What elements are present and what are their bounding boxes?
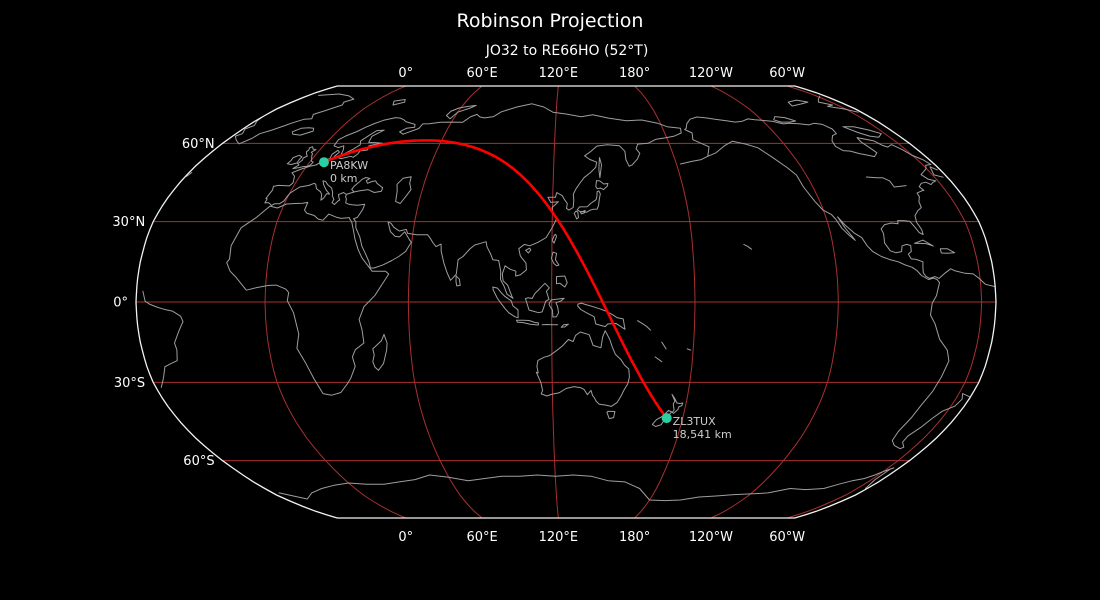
great-circle-path xyxy=(322,139,668,420)
marker-callsign: ZL3TUX xyxy=(673,415,716,428)
x-tick-label-bottom: 60°W xyxy=(769,530,805,545)
subtitle: JO32 to RE66HO (52°T) xyxy=(485,43,649,59)
map-boundary xyxy=(135,85,997,519)
page-title: Robinson Projection xyxy=(456,10,644,32)
y-tick-label: 60°S xyxy=(183,454,214,469)
y-tick-label: 60°N xyxy=(182,137,215,152)
marker-callsign: PA8KW xyxy=(330,159,368,172)
marker-distance: 18,541 km xyxy=(673,428,732,441)
x-tick-label-bottom: 120°W xyxy=(689,530,733,545)
y-tick-label: 30°N xyxy=(112,215,145,230)
x-tick-label-top: 120°E xyxy=(539,66,579,81)
x-tick-label-bottom: 0° xyxy=(398,530,413,545)
x-tick-label-bottom: 60°E xyxy=(466,530,497,545)
station-marker xyxy=(318,157,329,168)
station-marker xyxy=(661,413,672,424)
x-tick-label-top: 120°W xyxy=(689,66,733,81)
coastlines xyxy=(142,93,995,502)
x-tick-label-top: 60°W xyxy=(769,66,805,81)
axis-tick-labels: 0° 0° 60°E 60°E 120°E 120°E 180° 180° 120°W 120°W… xyxy=(112,66,805,545)
graticule xyxy=(136,85,996,519)
x-tick-label-top: 180° xyxy=(619,66,650,81)
marker-distance: 0 km xyxy=(330,172,358,185)
x-tick-label-top: 0° xyxy=(398,66,413,81)
y-tick-label: 30°S xyxy=(114,376,145,391)
y-tick-label: 0° xyxy=(113,296,128,311)
x-tick-label-top: 60°E xyxy=(466,66,497,81)
x-tick-label-bottom: 180° xyxy=(619,530,650,545)
x-tick-label-bottom: 120°E xyxy=(539,530,579,545)
